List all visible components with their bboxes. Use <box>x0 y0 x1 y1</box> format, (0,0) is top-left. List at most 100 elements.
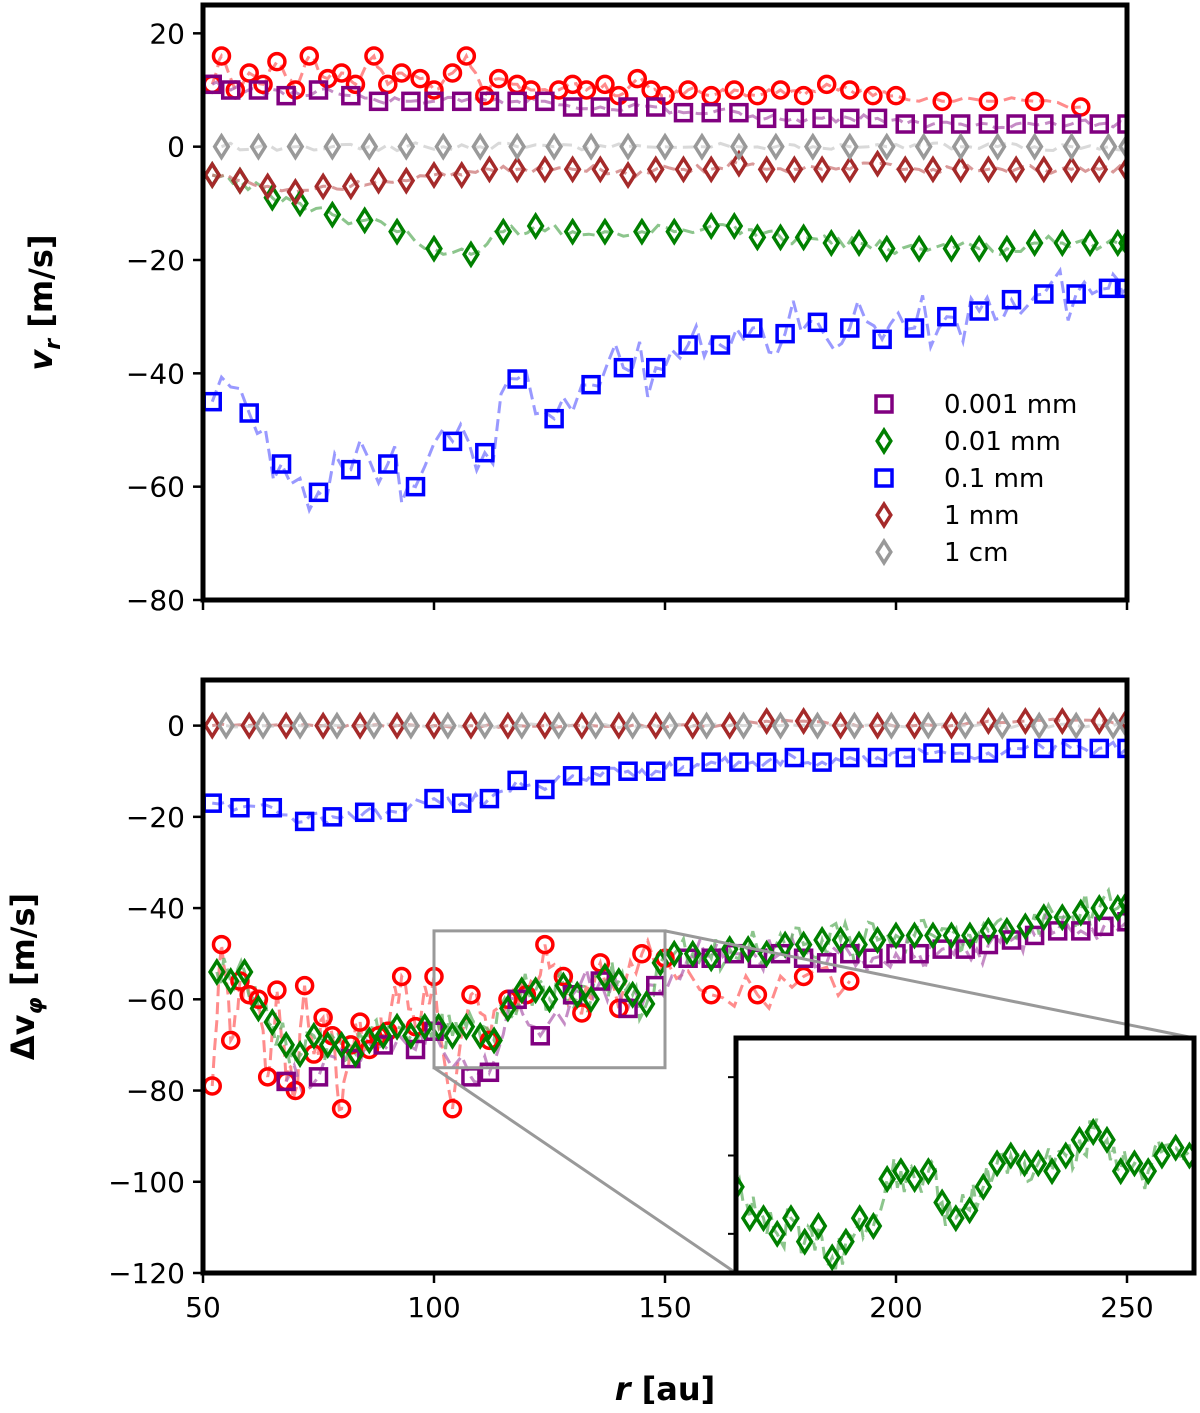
data-point-0.001mm <box>479 91 500 112</box>
data-point-1mm <box>840 155 859 184</box>
data-point-gas <box>267 51 287 72</box>
y-tick-label: −20 <box>126 801 185 834</box>
data-point-gas <box>313 1007 333 1028</box>
data-point-0.1mm <box>590 766 611 786</box>
zoom-connector-line <box>664 929 1195 1040</box>
data-point-0.001mm <box>932 939 952 959</box>
data-point-0.01mm <box>402 1021 420 1050</box>
legend-marker-0.001mm <box>874 394 894 414</box>
data-point-0.001mm <box>784 108 805 129</box>
data-point-0.01mm <box>596 962 614 991</box>
data-point-1mm <box>674 155 693 184</box>
data-point-gas <box>886 85 906 106</box>
data-point-1mm <box>979 706 998 736</box>
y-tick-label: −20 <box>126 244 185 277</box>
data-point-1mm <box>868 149 887 178</box>
data-point-1mm <box>794 706 813 736</box>
data-point-1cm <box>803 132 822 161</box>
data-point-0.01mm <box>462 240 480 269</box>
data-point-gas <box>479 1030 500 1051</box>
data-point-gas <box>350 1012 370 1032</box>
data-point-0.1mm <box>812 752 832 772</box>
data-point-1mm <box>924 155 942 184</box>
data-point-1cm <box>660 711 679 740</box>
data-point-1mm <box>314 172 332 201</box>
data-point-1mm <box>286 177 305 207</box>
data-point-0.001mm <box>424 91 444 112</box>
bottom-y-axis-label: Δvφ [m/s] <box>4 893 48 1060</box>
data-point-1cm <box>623 711 642 740</box>
data-point-1cm <box>586 711 605 740</box>
data-point-1mm <box>452 160 471 190</box>
inset-data-point <box>892 1157 910 1186</box>
legend: 0.001 mm 0.01 mm 0.1 mm 1 mm 1 cm <box>874 390 1077 568</box>
series-line-0.001mm <box>211 79 1127 130</box>
data-point-0.1mm <box>424 788 444 809</box>
data-point-1cm <box>402 711 420 740</box>
data-point-0.1mm <box>978 743 999 763</box>
data-point-1mm <box>425 160 443 190</box>
data-point-0.01mm <box>868 925 887 955</box>
data-point-1mm <box>1016 706 1035 736</box>
inset-data-point <box>946 1204 965 1233</box>
data-point-0.01mm <box>748 223 767 252</box>
data-point-1cm <box>951 132 970 161</box>
series-line-0.1mm <box>212 740 1127 827</box>
data-point-1cm <box>877 132 896 161</box>
data-point-0.01mm <box>1081 228 1099 258</box>
data-point-gas <box>576 80 597 100</box>
data-point-1cm <box>845 711 864 740</box>
data-point-gas <box>978 91 999 112</box>
data-point-gas <box>211 934 232 955</box>
data-point-1cm <box>1118 132 1127 161</box>
y-tick-label: −80 <box>126 1075 185 1108</box>
data-point-1cm <box>291 711 309 740</box>
inset-data-point <box>974 1172 993 1201</box>
data-point-1mm <box>646 711 665 740</box>
inset-frame <box>733 1035 1197 1276</box>
data-point-0.1mm <box>479 788 500 809</box>
data-point-1cm <box>323 132 342 161</box>
data-point-1mm <box>831 711 850 740</box>
data-point-1mm <box>785 155 804 184</box>
data-point-0.1mm <box>613 357 634 378</box>
data-point-0.01mm <box>961 921 979 950</box>
data-point-gas <box>391 63 412 83</box>
data-point-0.001mm <box>646 97 666 117</box>
data-point-0.001mm <box>1117 912 1127 932</box>
data-point-0.1mm <box>294 811 315 832</box>
data-point-1mm <box>499 711 517 740</box>
data-point-0.01mm <box>235 957 254 987</box>
data-point-0.01mm <box>942 921 961 950</box>
data-point-0.01mm <box>374 1021 393 1050</box>
data-point-1mm <box>702 155 721 184</box>
data-point-1mm <box>341 172 360 201</box>
data-point-1cm <box>808 711 827 740</box>
y-tick-label: 20 <box>149 17 185 50</box>
inset-data-point <box>878 1164 897 1194</box>
data-point-1cm <box>508 132 527 161</box>
data-point-1mm <box>1053 706 1072 736</box>
data-point-gas <box>863 85 883 106</box>
data-point-1cm <box>914 132 933 161</box>
data-point-0.001mm <box>1094 916 1114 937</box>
zoom-region-box <box>432 929 667 1070</box>
data-point-gas <box>345 74 366 95</box>
data-point-0.1mm <box>562 766 583 786</box>
series-line-0.001mm <box>284 907 1127 1095</box>
data-point-0.1mm <box>507 369 527 389</box>
data-point-gas <box>488 68 509 89</box>
data-point-0.01mm <box>540 985 559 1014</box>
inset-data-point <box>1098 1125 1116 1154</box>
y-tick-label: 0 <box>167 131 185 164</box>
inset-data-point <box>823 1243 842 1272</box>
data-point-gas <box>840 80 860 100</box>
data-point-0.1mm <box>475 442 495 463</box>
data-point-1cm <box>249 132 268 161</box>
data-point-1mm <box>757 155 776 184</box>
data-point-1cm <box>882 711 901 740</box>
data-point-1mm <box>231 166 249 195</box>
data-point-gas <box>595 74 615 95</box>
inset-data-point <box>1043 1157 1061 1186</box>
data-point-0.01mm <box>457 1012 476 1041</box>
